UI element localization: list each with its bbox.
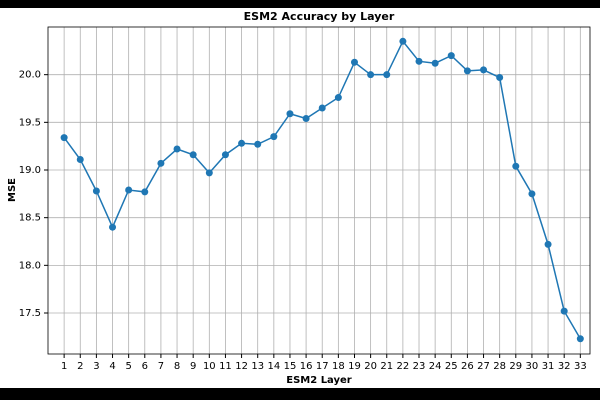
x-tick-label: 3: [93, 361, 99, 372]
point: [60, 134, 68, 142]
point: [383, 71, 391, 79]
point: [270, 133, 278, 141]
point: [254, 140, 262, 148]
x-tick-label: 12: [235, 361, 248, 372]
x-tick-label: 15: [284, 361, 297, 372]
point: [173, 145, 181, 153]
point: [496, 74, 504, 82]
point: [157, 159, 165, 167]
point: [350, 58, 358, 66]
y-tick-label: 18.5: [19, 213, 41, 224]
point: [560, 307, 568, 315]
x-tick-label: 24: [429, 361, 442, 372]
x-tick-label: 29: [509, 361, 522, 372]
x-tick-label: 28: [493, 361, 506, 372]
x-tick-label: 8: [174, 361, 180, 372]
x-tick-label: 22: [397, 361, 410, 372]
point: [238, 139, 246, 147]
point: [463, 67, 471, 75]
point: [576, 335, 584, 343]
point: [512, 162, 520, 170]
y-tick-label: 19.0: [19, 165, 41, 176]
point: [76, 156, 84, 164]
point: [141, 188, 149, 196]
point: [189, 151, 197, 159]
point: [286, 110, 294, 118]
y-tick-label: 19.5: [19, 117, 41, 128]
x-tick-label: 25: [445, 361, 458, 372]
plot-frame: [47, 26, 591, 355]
x-tick-label: 9: [190, 361, 196, 372]
point: [367, 71, 375, 79]
x-tick-label: 2: [77, 361, 83, 372]
point: [334, 94, 342, 102]
point: [205, 169, 213, 177]
x-tick-label: 20: [364, 361, 377, 372]
x-tick-label: 10: [203, 361, 216, 372]
x-tick-label: 6: [142, 361, 148, 372]
x-tick-label: 17: [316, 361, 329, 372]
x-tick-label: 32: [558, 361, 571, 372]
point: [92, 187, 100, 195]
y-tick-label: 17.5: [19, 308, 41, 319]
y-axis-label: MSE: [7, 178, 18, 202]
x-tick-label: 1: [61, 361, 67, 372]
x-tick-label: 4: [109, 361, 115, 372]
x-tick-label: 30: [526, 361, 539, 372]
chart-title: ESM2 Accuracy by Layer: [244, 10, 395, 23]
x-tick-label: 21: [380, 361, 393, 372]
background: [0, 8, 600, 388]
point: [447, 52, 455, 60]
x-tick-label: 7: [158, 361, 164, 372]
point: [431, 59, 439, 67]
x-tick-label: 19: [348, 361, 361, 372]
x-tick-label: 14: [267, 361, 280, 372]
y-tick-label: 18.0: [19, 260, 41, 271]
point: [302, 115, 310, 123]
x-axis-label: ESM2 Layer: [286, 375, 352, 386]
point: [221, 151, 229, 159]
x-tick-label: 18: [332, 361, 345, 372]
point: [528, 190, 536, 198]
point: [480, 66, 488, 74]
x-tick-label: 31: [542, 361, 555, 372]
y-tick-label: 20.0: [19, 70, 41, 81]
point: [125, 186, 133, 194]
x-tick-label: 5: [125, 361, 131, 372]
point: [109, 223, 117, 231]
point: [544, 240, 552, 248]
x-tick-label: 23: [413, 361, 426, 372]
x-tick-label: 11: [219, 361, 232, 372]
point: [318, 104, 326, 112]
x-tick-label: 27: [477, 361, 490, 372]
x-tick-label: 26: [461, 361, 474, 372]
point: [399, 37, 407, 45]
point: [415, 57, 423, 65]
x-tick-label: 13: [251, 361, 264, 372]
x-tick-label: 16: [300, 361, 313, 372]
x-tick-label: 33: [574, 361, 587, 372]
